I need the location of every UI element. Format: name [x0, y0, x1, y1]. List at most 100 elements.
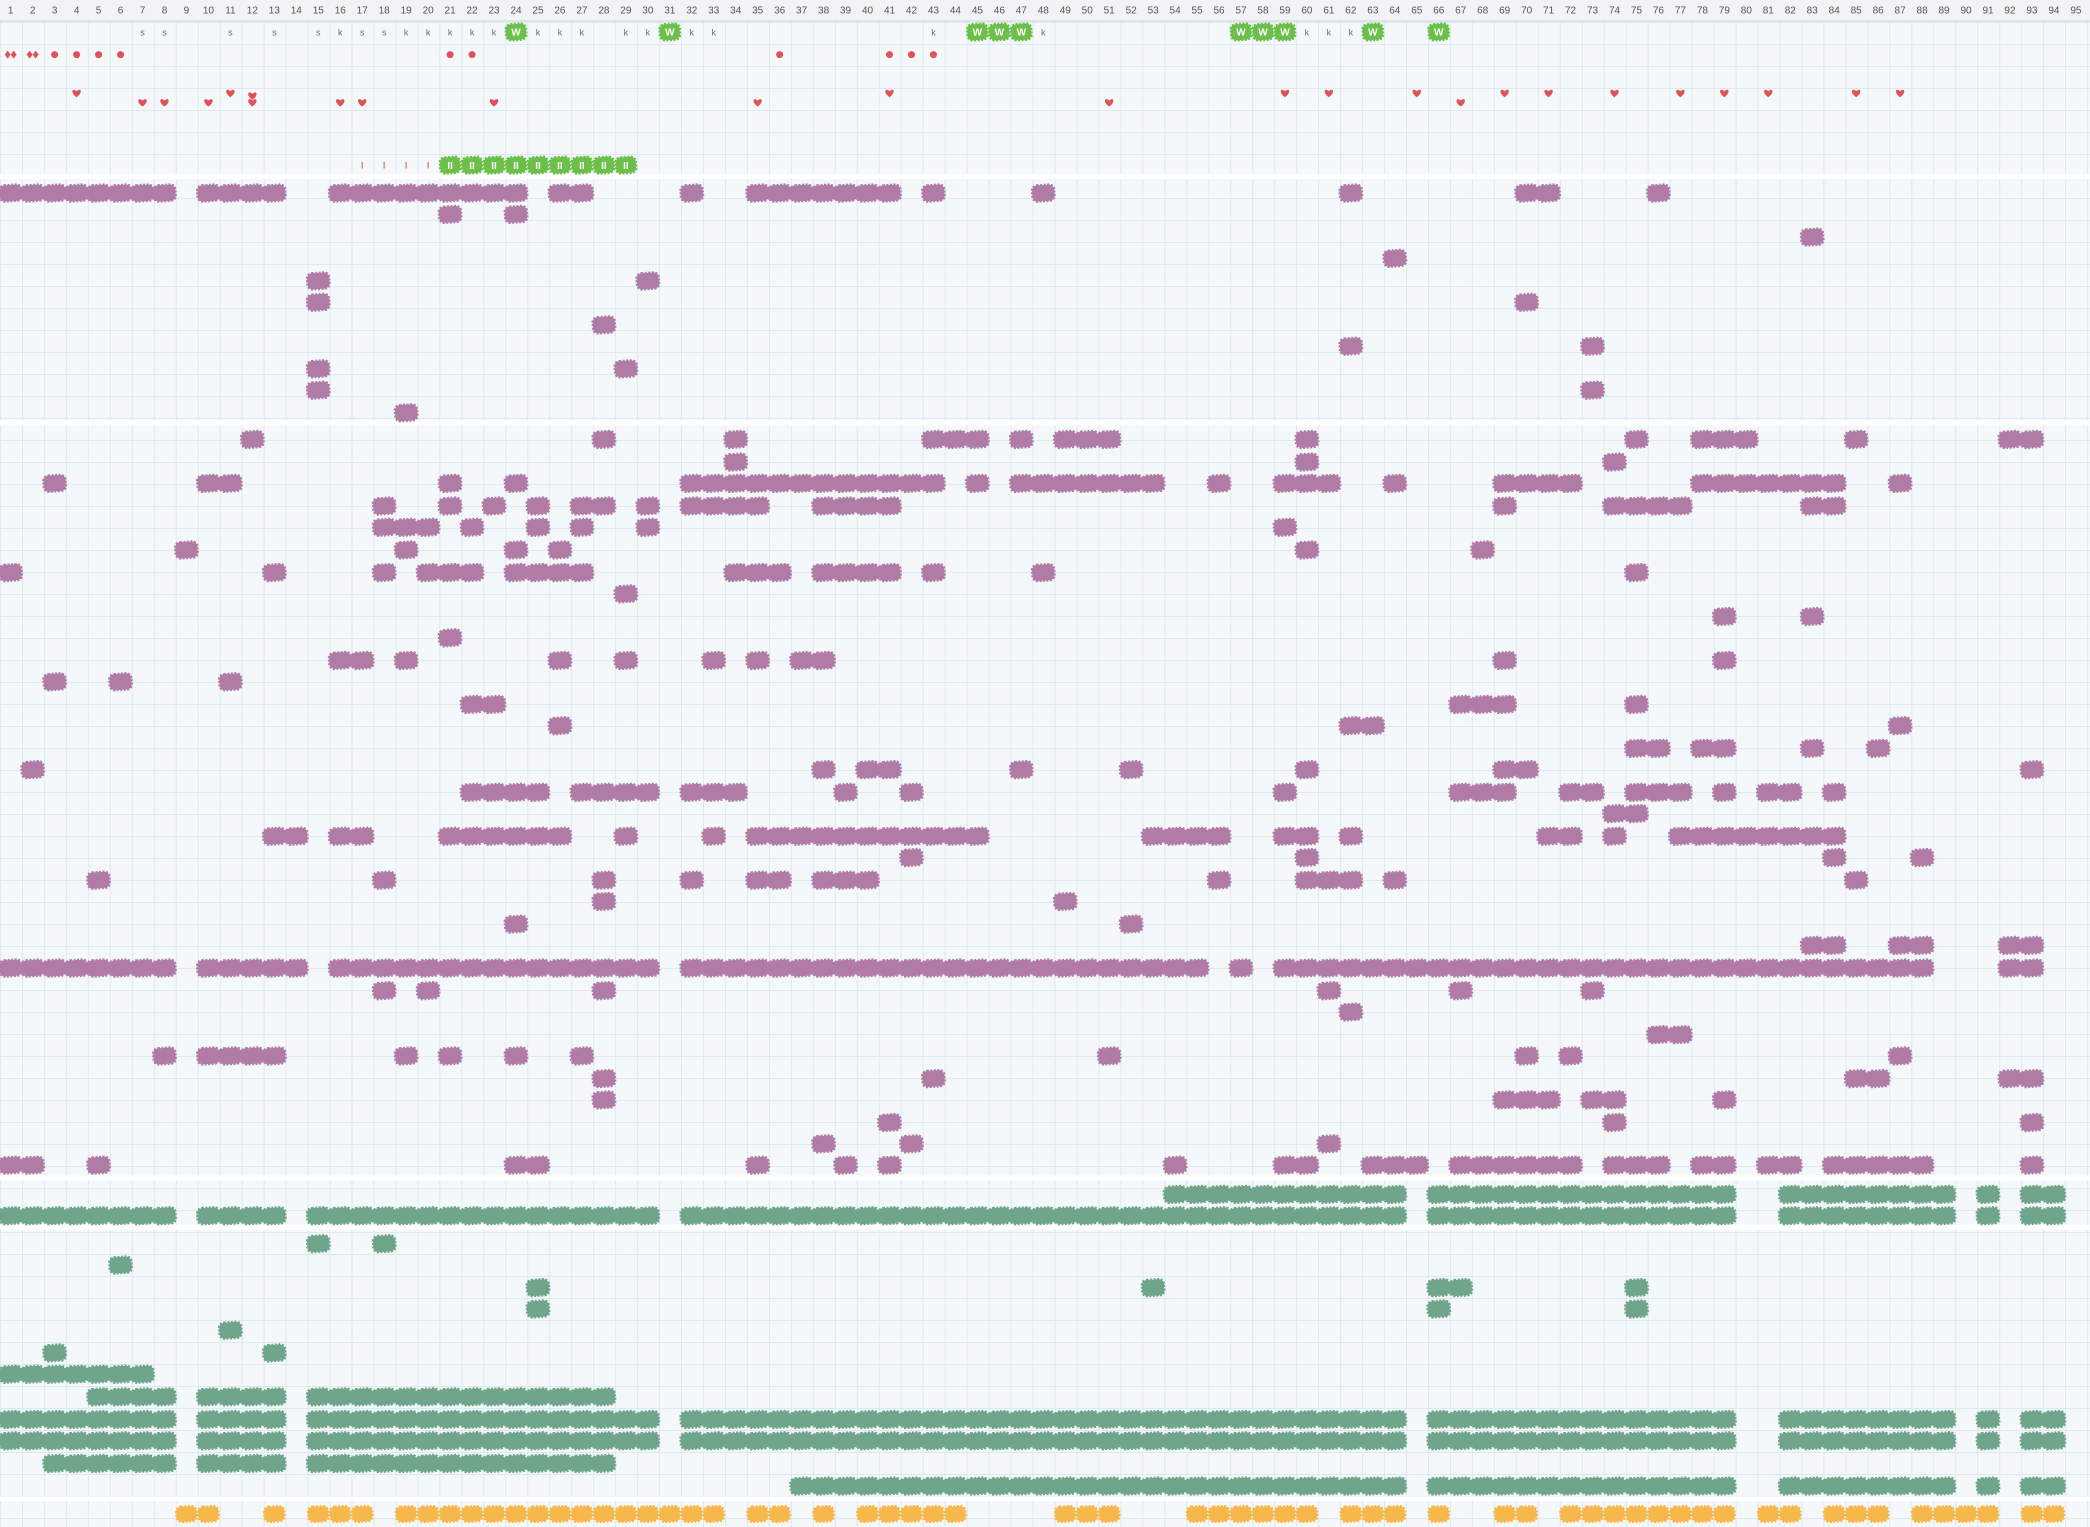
blob: [899, 473, 924, 494]
blob: [0, 1409, 24, 1430]
blob: [1712, 1504, 1736, 1524]
heart: [204, 99, 213, 107]
red-dot: [776, 51, 784, 59]
column-number: 55: [1192, 6, 1204, 17]
blob: [197, 1504, 220, 1524]
blob: [855, 826, 880, 846]
blob: [1360, 1476, 1386, 1496]
blob: [371, 1234, 397, 1254]
blob: [1140, 473, 1166, 494]
blob: [833, 496, 859, 516]
heart: [1105, 99, 1114, 107]
blob: [503, 1046, 529, 1066]
blob: [20, 1206, 46, 1226]
blob: [1206, 1184, 1232, 1205]
blob: [42, 183, 68, 203]
heart: [1895, 89, 1905, 98]
cell-letter: k: [470, 27, 475, 37]
cell-mark: II: [513, 161, 519, 172]
blob: [371, 870, 397, 890]
blob: [1711, 429, 1737, 450]
blob: [833, 782, 859, 802]
blob: [327, 183, 353, 203]
blob: [1887, 1431, 1913, 1451]
blob: [130, 1364, 155, 1384]
blob: [1492, 1184, 1518, 1205]
blob: [1206, 1409, 1232, 1430]
blob: [1206, 1431, 1232, 1451]
blob: [1294, 958, 1320, 978]
blob: [393, 1431, 419, 1451]
column-number: 34: [730, 6, 742, 17]
column-number: 82: [1785, 6, 1797, 17]
blob: [877, 1112, 902, 1133]
blob: [1096, 1431, 1122, 1451]
blob: [1382, 1155, 1408, 1175]
blob: [64, 183, 90, 203]
blob: [1558, 782, 1584, 802]
blob: [437, 1046, 463, 1066]
section-gap: [0, 1224, 2090, 1230]
cell-mark: II: [491, 161, 497, 172]
blob: [1624, 738, 1649, 759]
blob: [1515, 1504, 1539, 1524]
blob: [1492, 782, 1518, 802]
blob: [613, 1409, 639, 1430]
blob: [745, 826, 771, 846]
blob: [591, 1068, 617, 1089]
blob: [1777, 1409, 1803, 1430]
blob: [1821, 473, 1847, 494]
blob: [1030, 1409, 1056, 1430]
blob: [2042, 1504, 2066, 1524]
blob: [811, 958, 837, 978]
blob: [437, 628, 463, 648]
blob: [1536, 1155, 1562, 1175]
blob: [592, 1504, 616, 1524]
blob: [1272, 1431, 1298, 1451]
blob: [503, 914, 529, 934]
blob: [1799, 1431, 1825, 1451]
blob: [1843, 1184, 1869, 1205]
blob: [1975, 1431, 2001, 1451]
column-number: 78: [1697, 6, 1709, 17]
blob: [833, 826, 859, 846]
blob: [86, 1431, 112, 1451]
blob: [1646, 958, 1671, 978]
blob: [1975, 1184, 2001, 1205]
blob: [371, 183, 397, 203]
blob: [1382, 1476, 1408, 1496]
blob: [482, 1504, 506, 1524]
blob: [371, 1387, 397, 1407]
blob: [1273, 1504, 1297, 1524]
blob: [108, 1255, 133, 1275]
blob: [1755, 958, 1781, 978]
blob: [86, 870, 112, 890]
blob: [569, 1206, 595, 1226]
heart: [489, 99, 499, 107]
blob: [745, 958, 771, 978]
blob: [481, 958, 507, 978]
blob: [415, 1431, 441, 1451]
blob: [1777, 1431, 1803, 1451]
blob: [349, 1387, 375, 1407]
blob: [1162, 1206, 1188, 1226]
blob: [636, 1504, 660, 1524]
blob: [1492, 1431, 1518, 1451]
blob: [64, 1453, 90, 1474]
blob: [855, 473, 880, 494]
blob: [789, 826, 815, 846]
blob: [1822, 1504, 1846, 1524]
blob: [1865, 1206, 1891, 1226]
blob: [1470, 1206, 1496, 1226]
blob: [547, 183, 573, 203]
blob: [899, 1206, 924, 1226]
blob: [811, 1134, 837, 1154]
blob: [811, 1206, 837, 1226]
blob: [1932, 1504, 1956, 1524]
blob: [569, 1387, 595, 1407]
blob: [1624, 1184, 1649, 1205]
blob: [86, 1453, 112, 1474]
blob: [1316, 870, 1342, 890]
blob: [130, 1431, 155, 1451]
blob: [767, 473, 793, 494]
